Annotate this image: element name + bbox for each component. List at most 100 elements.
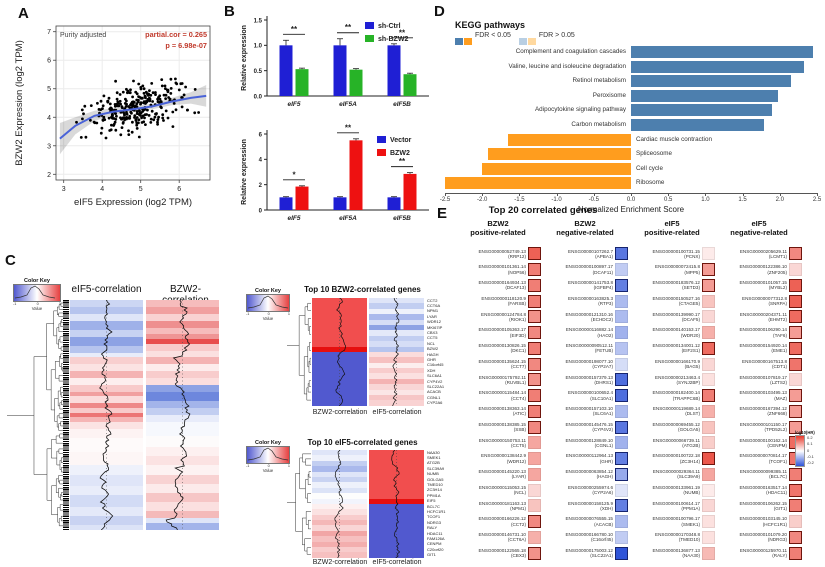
color-key-top10-bzw2: Color Key -1 0 1 Value <box>246 288 290 321</box>
hazard-ratio-cell <box>789 278 802 292</box>
top10-eif5-collab1: BZW2-correlation <box>312 559 368 566</box>
hazard-ratio-cell <box>528 483 541 497</box>
gene-label: C16orf45 <box>427 362 444 368</box>
gene-id-label: ENSG00000100652.4 (SLC10A1) <box>568 390 613 401</box>
top20-row: ENSG00000150753.11 (CCT5) <box>455 435 541 451</box>
top20-row: ENSG00000166226.12 (CCT2) <box>455 514 541 530</box>
hazard-ratio-cell <box>615 546 628 560</box>
top20-row: ENSG00000101150.17 (TPD52L2) <box>716 419 802 435</box>
top20-row: ENSG00000163825.3 (RTP3) <box>542 293 628 309</box>
hazard-ratio-cell <box>702 499 715 513</box>
hazard-ratio-cell <box>615 483 628 497</box>
nes-xtick: 1.0 <box>701 197 710 203</box>
top20-row: ENSG00000255974.6 (CYP2A6) <box>542 482 628 498</box>
top10-bzw2-genes: CCT2 CCT6A NPM1 LYAR WDR12 MKI67IP CBX3 CCT5 NCL… <box>427 298 444 406</box>
nes-row: Cell cycle <box>445 162 817 175</box>
hazard-ratio-cell <box>615 341 628 355</box>
kegg-legend: FDR < 0.05 FDR > 0.05 <box>455 32 581 45</box>
svg-text:3: 3 <box>47 143 51 150</box>
gene-id-label: ENSG00000116882.14 (HAO2) <box>565 327 613 338</box>
gene-id-label: ENSG00000101150.17 (TPD52L2) <box>739 421 787 433</box>
svg-text:p = 6.98e-07: p = 6.98e-07 <box>165 41 207 50</box>
svg-text:**: ** <box>291 25 298 34</box>
dendrogram-top10-bzw2 <box>287 302 311 401</box>
hazard-ratio-cell <box>615 515 628 529</box>
panel-e-label: E <box>437 205 448 222</box>
nes-row: Peroxisome <box>445 89 817 102</box>
bar-sh-BZW2-eIF5A <box>349 69 363 96</box>
bar-Vector-eIF5B <box>387 197 401 210</box>
nes-xtick: 0.0 <box>626 197 636 203</box>
top20-row: ENSG00000164934.13 (DCAF13) <box>455 278 541 294</box>
gene-id-label: ENSG00000198077.10 (CYP2A7) <box>565 358 613 370</box>
top20-row: ENSG00000100796.17 (SMEK1) <box>629 514 715 530</box>
gene-id-label: ENSG00000166170.9 (BAG5) <box>655 358 700 370</box>
gene-id-label: ENSG00000106290.14 (TAF6) <box>739 327 787 338</box>
top20-row: ENSG00000100897.17 (DCAF11) <box>542 262 628 278</box>
gene-label: LYAR <box>427 313 437 319</box>
svg-text:5: 5 <box>47 86 51 93</box>
gene-id-label: ENSG00000150753.11 (CCT5) <box>478 437 526 448</box>
gene-label: HCFC1R1 <box>427 508 446 514</box>
hazard-ratio-cell <box>528 530 541 544</box>
top20-column-header: BZW2 positive-related <box>470 219 526 237</box>
top20-row: ENSG00000166780.10 (C16orf45) <box>542 530 628 546</box>
main-col-header-eif5: eIF5-correlation <box>71 284 142 295</box>
gene-label: BZW2 <box>427 346 439 352</box>
gene-id-label: ENSG00000090512.11 (FETUB) <box>565 343 613 354</box>
svg-text:eIF5B: eIF5B <box>393 101 411 108</box>
top20-row: ENSG00000145220.13 (LYAR) <box>455 467 541 483</box>
gene-id-label: ENSG00000052749.13 (RRP12) <box>478 248 526 259</box>
svg-text:Relative expression: Relative expression <box>241 139 248 205</box>
top20-column: eIF5 negative-related ENSG00000205629.11 (L… <box>716 219 802 561</box>
nes-row: Valine, leucine and isoleucine degradati… <box>445 60 817 73</box>
gene-id-label: ENSG00000167513.8 (CDT1) <box>742 358 787 370</box>
bar-BZW2-eIF5B <box>403 173 417 210</box>
svg-text:Relative expression: Relative expression <box>241 25 248 91</box>
hazard-ratio-cell <box>702 546 715 560</box>
gene-label: CCT6A <box>427 303 441 309</box>
top20-row: ENSG00000167513.8 (CDT1) <box>716 356 802 372</box>
color-key-gradient <box>13 284 61 302</box>
gene-id-label: ENSG00000140153.17 (WDR20) <box>652 327 700 338</box>
top20-row: ENSG00000066739.11 (ATG2B) <box>629 435 715 451</box>
top20-row: ENSG00000116882.14 (HAO2) <box>542 325 628 341</box>
hazard-ratio-cell <box>615 357 628 371</box>
svg-text:4: 4 <box>100 186 104 193</box>
top20-row: ENSG00000070814.17 (TCOF1) <box>716 451 802 467</box>
nes-bar <box>508 133 631 146</box>
gene-id-label: ENSG00000122386.10 (ZNF205) <box>739 264 787 275</box>
svg-text:1.5: 1.5 <box>254 18 263 24</box>
top20-row: ENSG00000100162.14 (CENPM) <box>716 435 802 451</box>
hazard-ratio-cell <box>789 373 802 387</box>
gene-label: C20orf20 <box>427 546 444 552</box>
nes-xtick: -1.0 <box>551 197 562 203</box>
nes-label: Retinol metabolism <box>572 77 626 85</box>
hazard-ratio-cell <box>789 499 802 513</box>
color-key-top10-eif5: Color Key -1 0 1 Value <box>246 440 290 473</box>
hazard-ratio-cell <box>528 310 541 324</box>
gene-label: MKI67IP <box>427 324 443 330</box>
kegg-nes-chart: Complement and coagulation cascades Valin… <box>440 46 821 214</box>
hazard-ratio-cell <box>615 467 628 481</box>
gene-id-label: ENSG00000100162.14 (CENPM) <box>739 437 787 448</box>
gene-id-label: ENSG00000135624.15 (CCT7) <box>478 358 526 370</box>
top20-row: ENSG00000205629.11 (LCMT1) <box>716 246 802 262</box>
hazard-ratio-cell <box>789 530 802 544</box>
top20-row: ENSG00000103145.10 (HCFC1R1) <box>716 514 802 530</box>
nes-bar <box>631 119 765 131</box>
legend-swatch <box>455 38 463 45</box>
color-key-xlabel: Value <box>262 316 274 321</box>
top20-row: ENSG00000133961.19 (NUMB) <box>629 482 715 498</box>
top10-eif5-collab2: eIF5-correlation <box>372 559 422 566</box>
top20-row: ENSG00000121310.16 (ECHDC2) <box>542 309 628 325</box>
gene-id-label: ENSG00000115053.15 (NCL) <box>478 484 526 496</box>
top20-row: ENSG00000157103.10 (SLC6A1) <box>542 404 628 420</box>
top20-row: ENSG00000124784.8 (RIOK1) <box>455 309 541 325</box>
svg-text:BZW2: BZW2 <box>390 150 410 157</box>
hazard-ratio-cell <box>615 404 628 418</box>
top20-column-header: eIF5 negative-related <box>730 219 788 237</box>
gene-id-label: ENSG00000100731.15 (PCNX) <box>652 248 700 259</box>
top20-row: ENSG00000076555.15 (ACACB) <box>542 514 628 530</box>
gene-label: GOLGA5 <box>427 476 444 482</box>
